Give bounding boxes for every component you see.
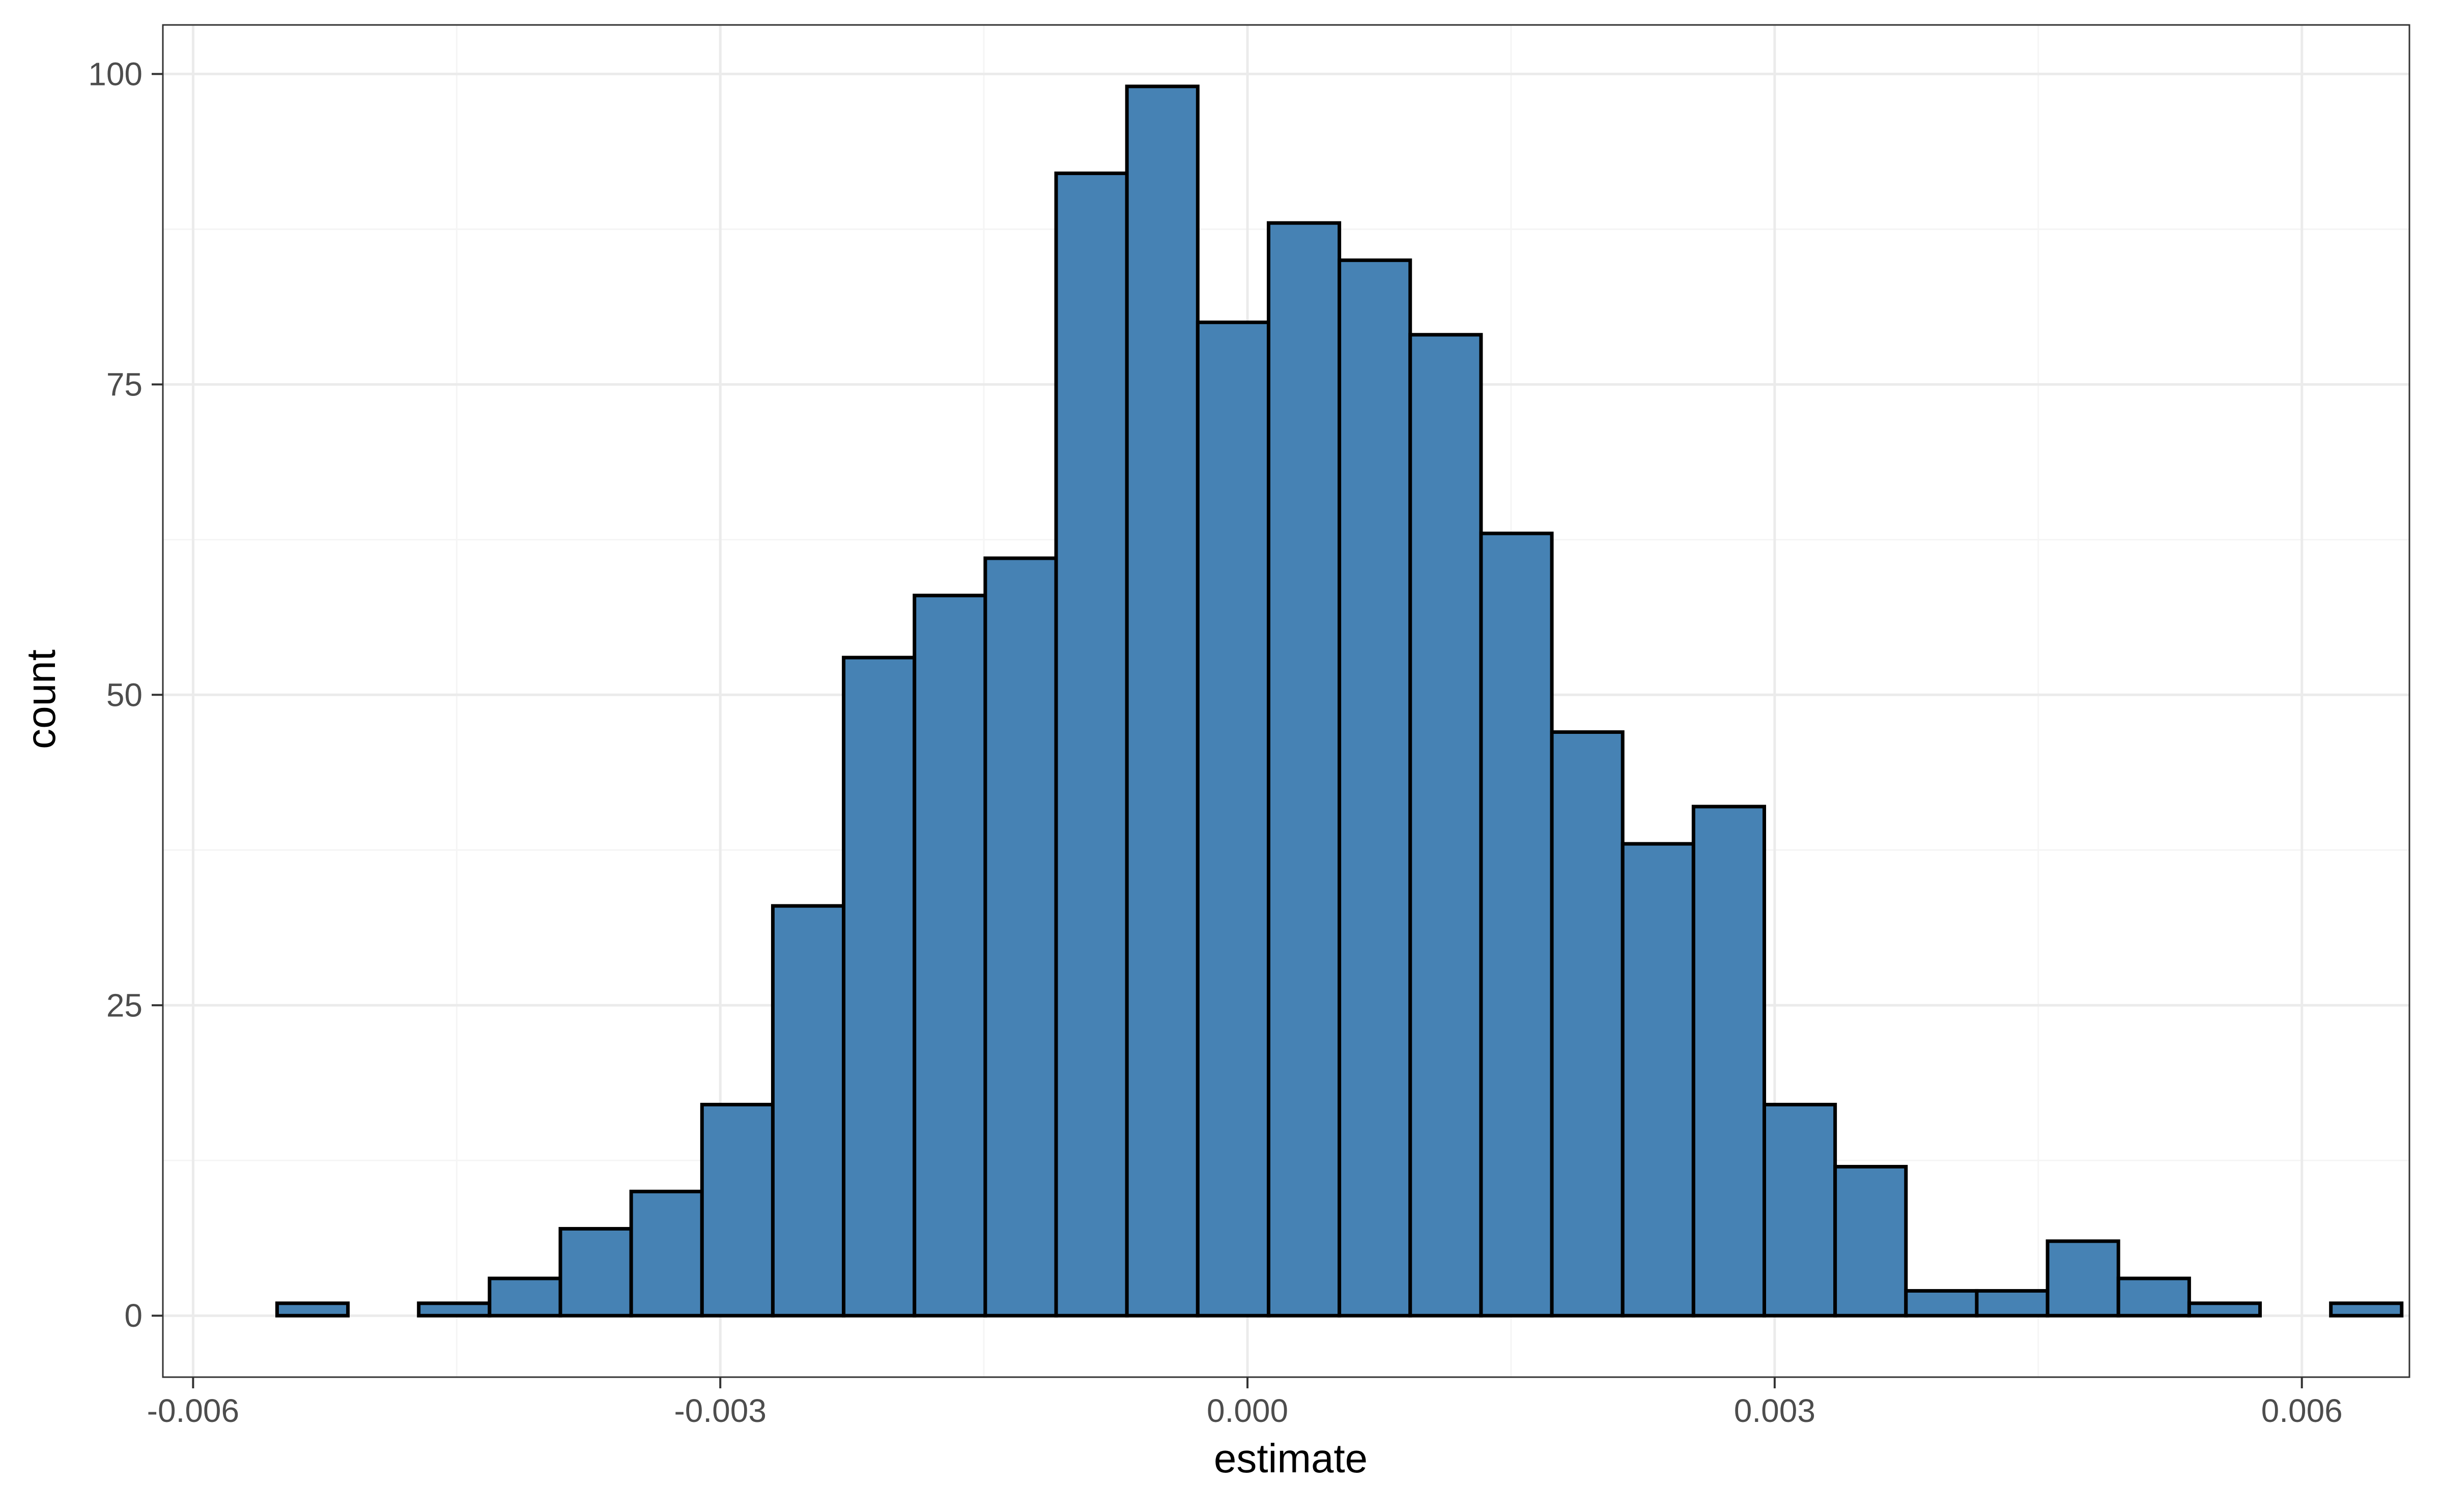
y-tick-label: 0 [124,1297,143,1334]
x-tick-label: 0.003 [1734,1392,1815,1429]
y-axis-title: count [18,649,64,749]
histogram-bar [700,1102,775,1318]
histogram-bar [1338,258,1412,1318]
histogram-bar [1621,842,1695,1318]
histogram-bar [1904,1289,1979,1318]
y-tick-label: 100 [88,55,143,92]
histogram-bar [1054,172,1129,1318]
histogram-bar [1125,84,1200,1318]
tick-labels-layer: -0.006 -0.003 0.000 0.003 0.006 0 25 50 75 100 [88,55,2343,1429]
histogram-bar [1833,1164,1908,1318]
histogram-bar [913,593,987,1318]
histogram-bar [1196,320,1270,1318]
y-tick-label: 25 [106,987,143,1023]
y-tick-label: 50 [106,676,143,713]
ticks-layer [152,73,2303,1388]
x-tick-label: 0.000 [1207,1392,1288,1429]
x-tick-label: 0.006 [2261,1392,2343,1429]
histogram-bar [2187,1301,2262,1318]
histogram-bar [488,1276,562,1318]
x-tick-label: -0.003 [674,1392,766,1429]
panel-border [162,24,2410,1378]
histogram-bar [1762,1102,1837,1318]
histogram-bar [275,1301,350,1318]
histogram-bar [1691,805,1766,1318]
histogram-bar [2329,1301,2404,1318]
histogram-bar [417,1301,492,1318]
bars-layer [275,84,2404,1318]
histogram-bar [629,1189,704,1318]
histogram-bar [1479,531,1554,1318]
histogram-bar [983,556,1058,1318]
histogram-bar [1408,333,1483,1318]
x-axis-title: estimate [1214,1436,1368,1481]
histogram-bar [1975,1289,2050,1318]
histogram-bar [558,1226,633,1318]
y-tick-label: 75 [106,366,143,403]
histogram-bar [771,904,846,1318]
histogram-bar [1550,730,1625,1318]
histogram-bar [2116,1276,2191,1318]
histogram-bar [1266,221,1342,1318]
histogram-bar [2046,1239,2120,1318]
histogram-bar [842,655,917,1318]
x-tick-label: -0.006 [147,1392,239,1429]
